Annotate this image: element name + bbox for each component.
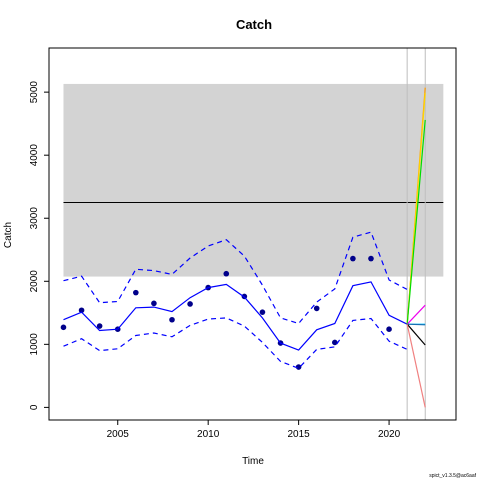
observed-catch-point — [295, 364, 302, 370]
y-tick-label: 3000 — [29, 207, 40, 230]
observed-catch-point — [60, 324, 67, 331]
catch-series-line-2 — [63, 231, 408, 325]
observed-catch-point — [386, 326, 392, 333]
y-tick-label: 5000 — [29, 81, 40, 104]
x-axis-label: Time — [242, 456, 264, 467]
y-axis-label: Catch — [3, 222, 14, 248]
x-tick-label: 2005 — [107, 429, 130, 440]
catch-series-line-11 — [406, 324, 426, 408]
observed-catch-point — [313, 305, 320, 312]
observed-catch-point — [96, 323, 103, 329]
catch-series-line-3 — [63, 317, 408, 370]
axes: 2005 2010 2015 2020 0 1000 2000 3000 4000 5000 — [29, 81, 401, 440]
x-tick-label: 2015 — [288, 429, 311, 440]
version-footnote: spict_v1.3.5@ac6aaf — [429, 473, 476, 479]
observed-catch-point — [223, 270, 230, 277]
catch-series-line-10 — [406, 323, 426, 346]
plot-area — [60, 48, 444, 420]
catch-series-line-1 — [63, 281, 408, 351]
catch-series-line-7 — [406, 304, 426, 325]
observed-catch-point — [332, 339, 338, 346]
observed-catch-point — [368, 255, 374, 262]
catch-series-line-9 — [407, 323, 426, 326]
x-tick-label: 2010 — [197, 429, 220, 440]
catch-series-line-6 — [406, 119, 426, 325]
observed-catch-point — [350, 255, 356, 262]
observed-catch-point — [78, 307, 85, 314]
observed-catch-point — [259, 309, 266, 315]
observed-catch-point — [151, 300, 157, 307]
observed-catch-point — [169, 316, 175, 323]
y-tick-label: 2000 — [29, 270, 40, 293]
observed-catch-point — [133, 289, 139, 296]
y-tick-label: 1000 — [29, 333, 40, 356]
chart-title: Catch — [236, 17, 272, 32]
y-tick-label: 0 — [29, 404, 40, 410]
msy-confidence-band — [63, 83, 444, 277]
observed-catch-point — [187, 301, 193, 307]
y-tick-label: 4000 — [29, 144, 40, 167]
x-tick-label: 2020 — [378, 429, 401, 440]
